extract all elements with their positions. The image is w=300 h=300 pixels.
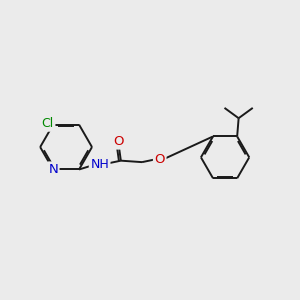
Text: O: O [154,153,165,166]
Text: NH: NH [90,158,109,171]
Text: N: N [48,163,58,176]
Text: O: O [113,135,124,148]
Text: Cl: Cl [42,117,54,130]
